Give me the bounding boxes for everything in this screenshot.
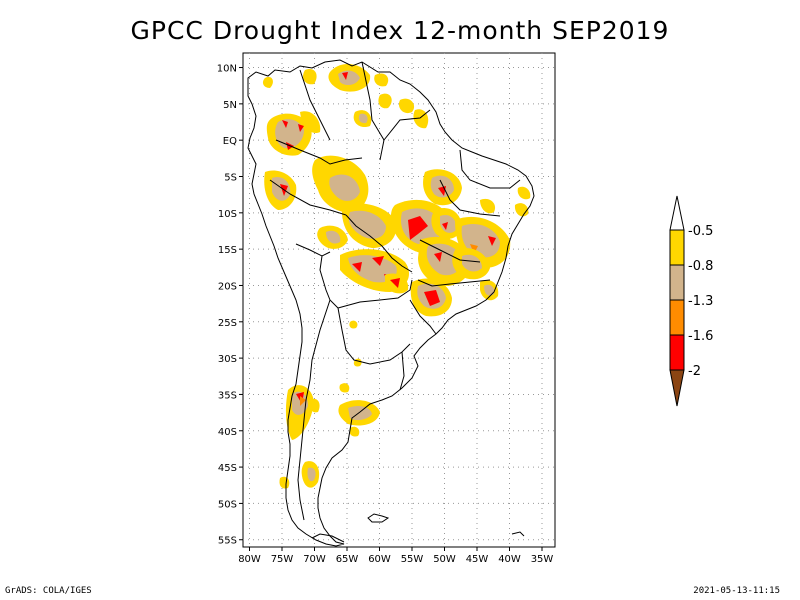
drought-shading bbox=[262, 64, 531, 489]
lat-tick-label: 45S bbox=[218, 463, 237, 474]
credit-grads: GrADS: COLA/IGES bbox=[5, 586, 92, 596]
lat-tick-label: 15S bbox=[218, 245, 237, 256]
longitude-labels: 80W 75W 70W 65W 60W 55W 50W 45W 40W 35W bbox=[238, 547, 553, 565]
lat-tick-label: EQ bbox=[223, 136, 237, 147]
lat-tick-label: 10S bbox=[218, 209, 237, 220]
legend-band-2 bbox=[669, 264, 685, 301]
lat-tick-label: 50S bbox=[218, 499, 237, 510]
lat-tick-label: 10N bbox=[217, 64, 237, 75]
lat-tick-label: 25S bbox=[218, 318, 237, 329]
lon-tick-label: 80W bbox=[238, 554, 261, 565]
lon-tick-label: 50W bbox=[433, 554, 456, 565]
lon-tick-label: 65W bbox=[336, 554, 359, 565]
lat-tick-label: 30S bbox=[218, 354, 237, 365]
legend-label-1: -0.5 bbox=[688, 224, 713, 239]
legend-label-5: -2 bbox=[688, 364, 701, 379]
legend-band-3 bbox=[669, 299, 685, 336]
lon-tick-label: 75W bbox=[271, 554, 294, 565]
lat-tick-label: 35S bbox=[218, 390, 237, 401]
latitude-labels: 10N 5N EQ 5S 10S 15S 20S 25S 30S 35S 40S 45S 50S 55S bbox=[217, 64, 243, 547]
legend-top-arrow bbox=[669, 195, 685, 231]
lat-tick-label: 5N bbox=[223, 100, 237, 111]
lat-tick-label: 55S bbox=[218, 536, 237, 547]
lon-tick-label: 60W bbox=[368, 554, 391, 565]
lon-tick-label: 70W bbox=[303, 554, 326, 565]
map-title: GPCC Drought Index 12-month SEP2019 bbox=[130, 16, 670, 45]
credit-timestamp: 2021-05-13-11:15 bbox=[693, 586, 780, 596]
legend-band-4 bbox=[669, 334, 685, 371]
lon-tick-label: 40W bbox=[498, 554, 521, 565]
legend-label-2: -0.8 bbox=[688, 259, 713, 274]
legend-bottom-arrow bbox=[669, 369, 685, 407]
legend-label-4: -1.6 bbox=[688, 329, 713, 344]
legend-band-1 bbox=[669, 229, 685, 266]
lon-tick-label: 55W bbox=[401, 554, 424, 565]
lat-tick-label: 40S bbox=[218, 427, 237, 438]
legend-label-3: -1.3 bbox=[688, 294, 713, 309]
lon-tick-label: 35W bbox=[531, 554, 554, 565]
lat-tick-label: 20S bbox=[218, 281, 237, 292]
color-legend: -0.5 -0.8 -1.3 -1.6 -2 bbox=[669, 195, 713, 407]
lat-tick-label: 5S bbox=[224, 173, 237, 184]
lon-tick-label: 45W bbox=[466, 554, 489, 565]
coastlines bbox=[247, 59, 535, 547]
